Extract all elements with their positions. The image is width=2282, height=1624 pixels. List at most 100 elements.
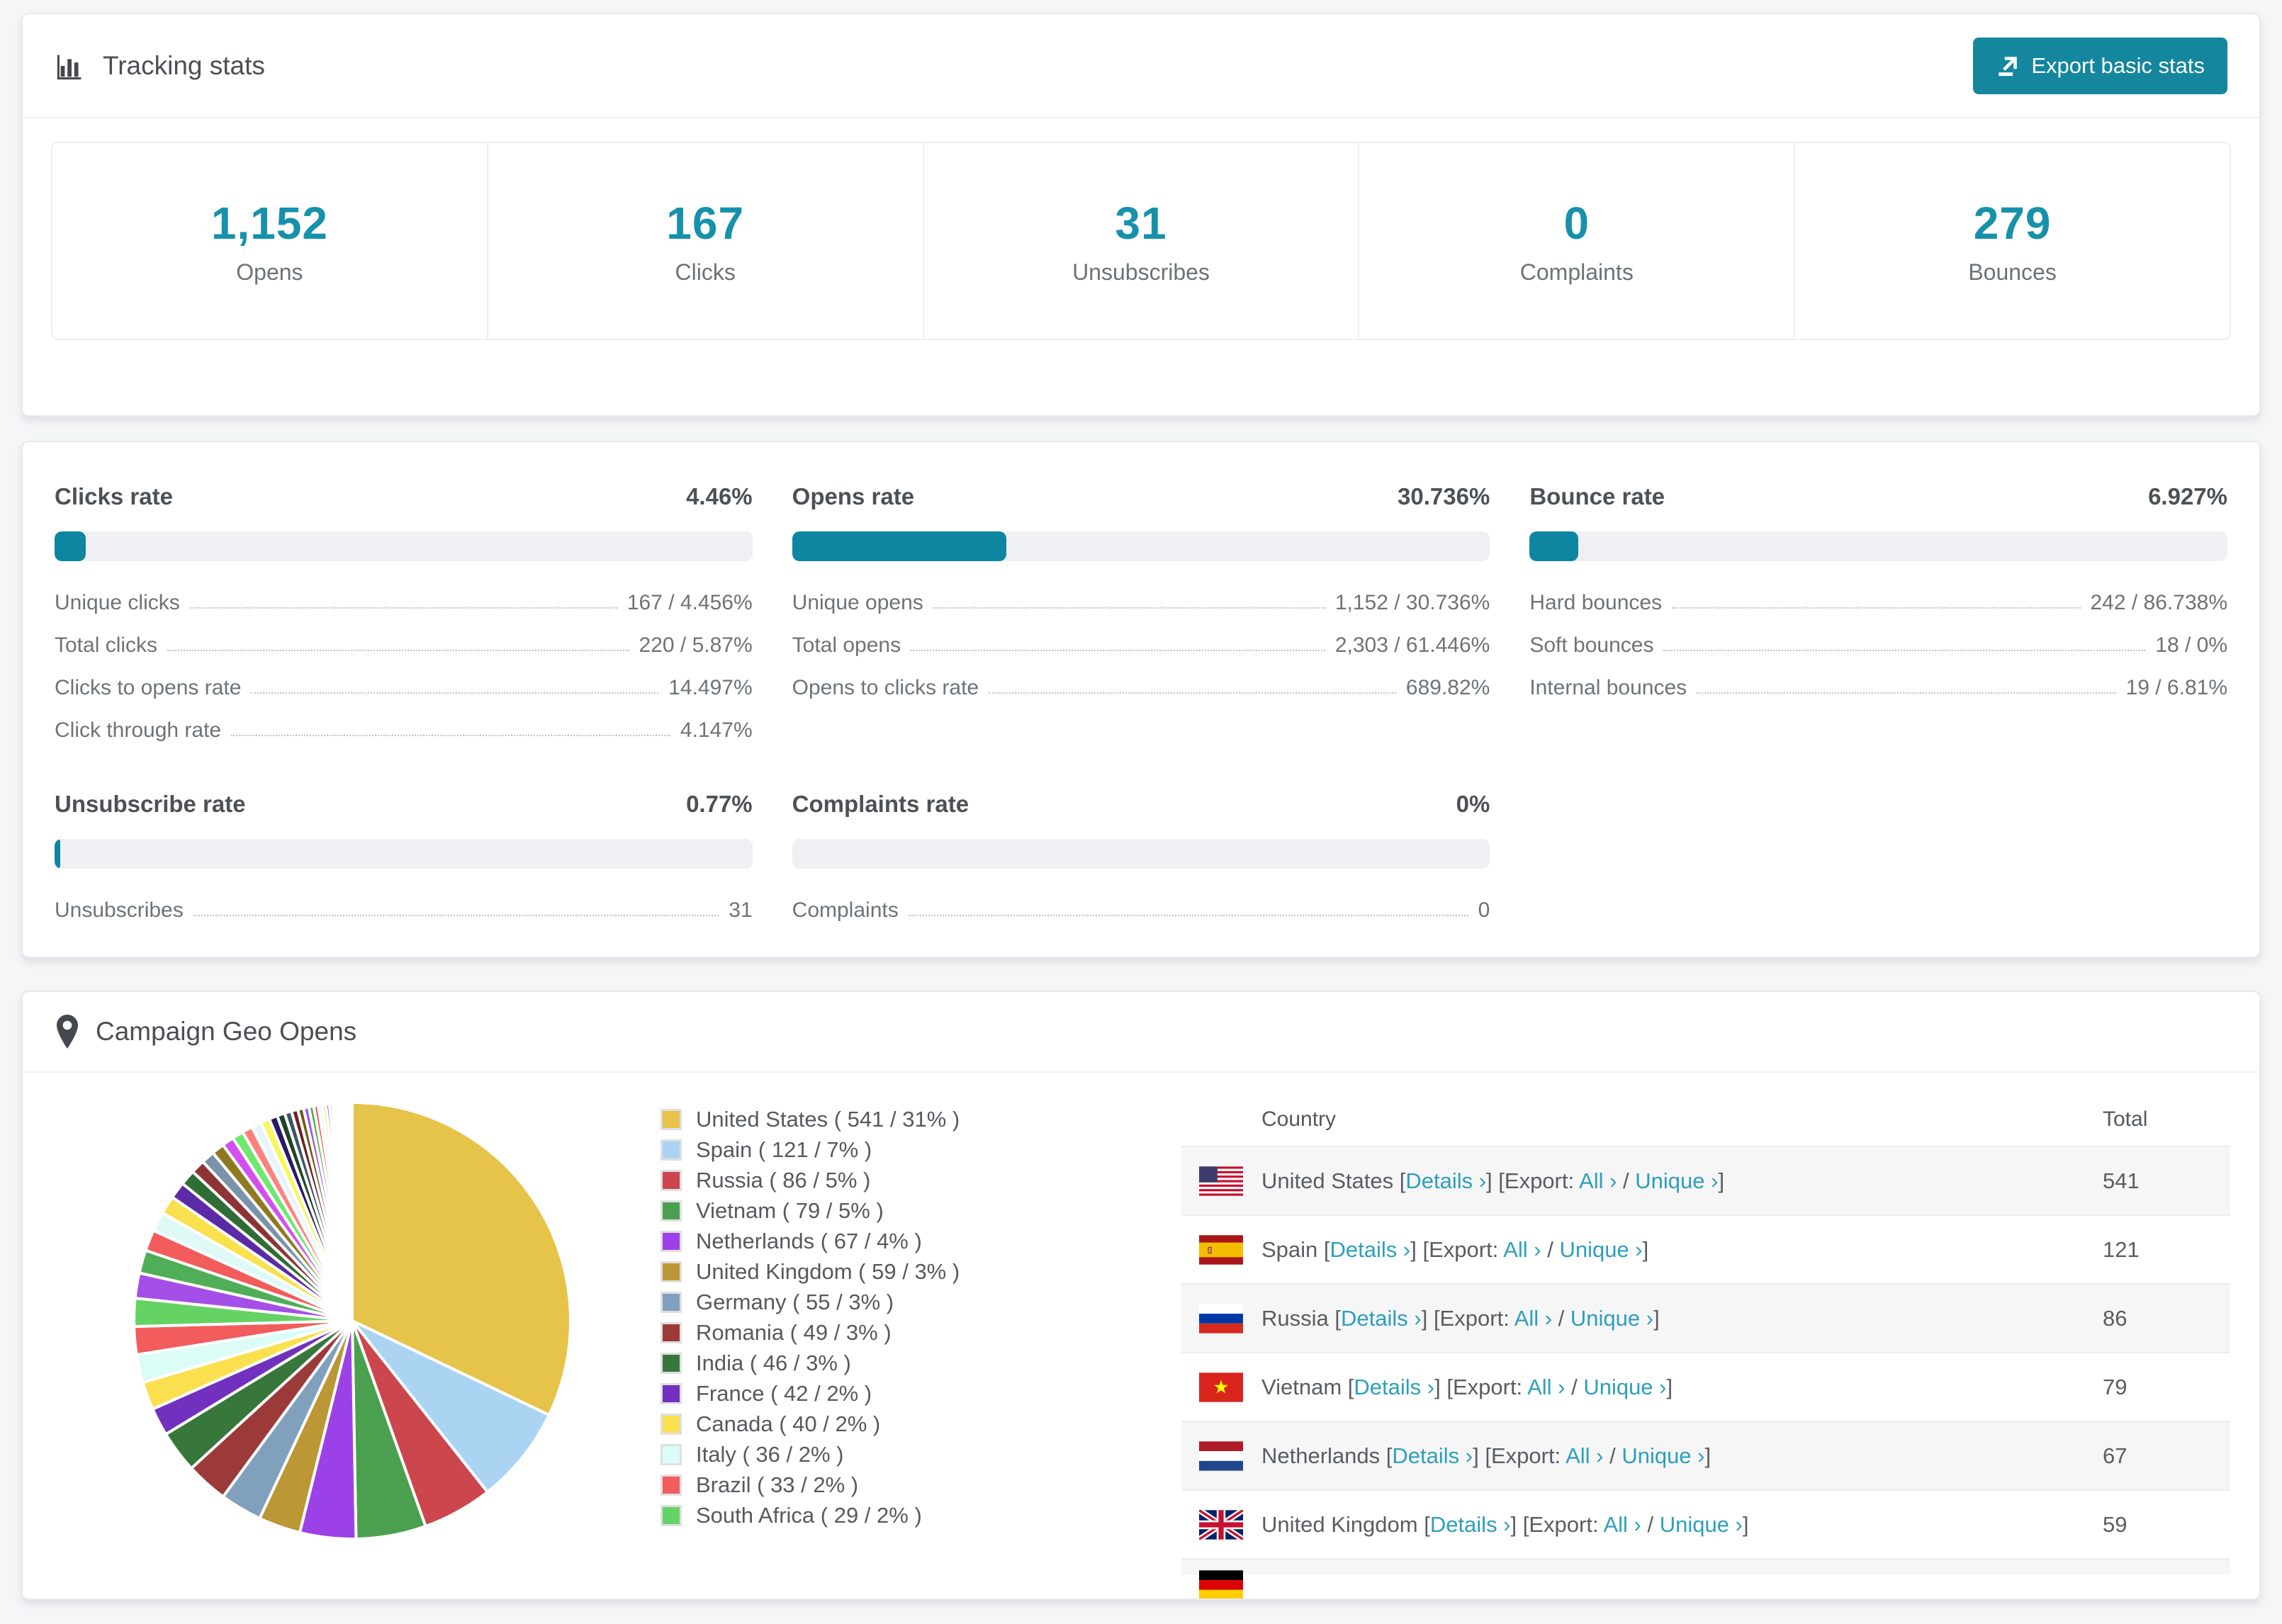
bracket: [ xyxy=(1347,1374,1354,1399)
summary-value: 1,152 xyxy=(210,197,328,249)
legend-swatch xyxy=(661,1382,682,1404)
legend-label: United States ( 541 / 31% ) xyxy=(696,1106,960,1132)
summary-label: Opens xyxy=(236,259,303,285)
pie-legend: United States ( 541 / 31% ) Spain ( 121 /… xyxy=(661,1104,960,1530)
rates-card: Clicks rate 4.46% Unique clicks 167 / 4.456… xyxy=(21,441,2261,958)
export-basic-stats-button[interactable]: Export basic stats xyxy=(1973,37,2227,94)
export-unique-link[interactable]: Unique › xyxy=(1621,1443,1705,1468)
legend-label: United Kingdom ( 59 / 3% ) xyxy=(696,1258,960,1284)
geo-title-wrap: Campaign Geo Opens xyxy=(55,1015,356,1049)
legend-item: Russia ( 86 / 5% ) xyxy=(661,1165,960,1195)
bracket: ] xyxy=(1642,1236,1649,1262)
export-all-link[interactable]: All › xyxy=(1503,1236,1541,1262)
bracket: [ xyxy=(1386,1443,1393,1468)
slash: / xyxy=(1552,1305,1570,1331)
bracket: ] xyxy=(1434,1374,1447,1399)
dotted-leader xyxy=(933,607,1325,609)
export-prefix: [Export: xyxy=(1522,1511,1604,1537)
geo-pie-chart[interactable] xyxy=(104,1073,600,1569)
export-all-link[interactable]: All › xyxy=(1579,1168,1617,1193)
bracket: [ xyxy=(1424,1511,1430,1537)
details-link[interactable]: Details › xyxy=(1354,1374,1435,1399)
rate-progress-fill xyxy=(55,531,86,561)
vn-flag-icon xyxy=(1199,1372,1243,1402)
legend-swatch xyxy=(661,1108,682,1130)
export-unique-link[interactable]: Unique › xyxy=(1583,1374,1667,1399)
dotted-leader xyxy=(908,915,1468,916)
geo-body: United States ( 541 / 31% ) Spain ( 121 /… xyxy=(23,1073,2259,1598)
country-name: Netherlands xyxy=(1261,1443,1386,1468)
summary-value: 167 xyxy=(666,197,745,249)
geo-country-cell: United Kingdom [Details ›] [Export: All … xyxy=(1261,1512,1749,1538)
dotted-leader xyxy=(1672,607,2081,609)
geo-country-cell: Vietnam [Details ›] [Export: All › / Uni… xyxy=(1261,1375,1673,1400)
rate-head: Complaints rate 0% xyxy=(792,791,1490,818)
geo-country-cell: Spain [Details ›] [Export: All › / Uniqu… xyxy=(1261,1237,1648,1263)
legend-item: United Kingdom ( 59 / 3% ) xyxy=(661,1256,960,1287)
geo-opens-card: Campaign Geo Opens United States ( 541 /… xyxy=(21,991,2261,1600)
summary-cell-clicks: 167 Clicks xyxy=(486,143,923,339)
slash: / xyxy=(1541,1236,1560,1262)
rate-title: Complaints rate xyxy=(792,791,969,817)
details-link[interactable]: Details › xyxy=(1330,1236,1411,1262)
rate-row-value: 18 / 0% xyxy=(2155,633,2227,657)
rate-progress-bar xyxy=(792,839,1490,869)
rate-rows: Unique clicks 167 / 4.456% Total clicks 220… xyxy=(55,591,753,743)
legend-swatch xyxy=(661,1139,682,1161)
country-name: Vietnam xyxy=(1261,1374,1348,1399)
slash: / xyxy=(1617,1168,1636,1193)
rate-head: Opens rate 30.736% xyxy=(792,483,1490,510)
export-prefix: [Export: xyxy=(1485,1443,1566,1468)
export-unique-link[interactable]: Unique › xyxy=(1659,1511,1743,1537)
dotted-leader xyxy=(911,650,1325,651)
geo-header: Campaign Geo Opens xyxy=(23,992,2259,1073)
rate-block-bounce-rate: Bounce rate 6.927% Hard bounces 242 / 86.73… xyxy=(1529,483,2227,743)
export-unique-link[interactable]: Unique › xyxy=(1559,1236,1643,1262)
export-all-link[interactable]: All › xyxy=(1527,1374,1566,1399)
export-unique-link[interactable]: Unique › xyxy=(1570,1305,1654,1331)
rate-row-label: Total clicks xyxy=(55,633,158,657)
rate-row: Total clicks 220 / 5.87% xyxy=(55,633,753,658)
details-link[interactable]: Details › xyxy=(1405,1168,1487,1193)
export-all-link[interactable]: All › xyxy=(1514,1305,1553,1331)
rate-row: Unsubscribes 31 xyxy=(55,898,753,923)
rate-title: Unsubscribe rate xyxy=(55,791,246,817)
export-all-link[interactable]: All › xyxy=(1566,1443,1604,1468)
rate-block-clicks-rate: Clicks rate 4.46% Unique clicks 167 / 4.456… xyxy=(55,483,753,743)
details-link[interactable]: Details › xyxy=(1429,1511,1511,1537)
rate-row: Internal bounces 19 / 6.81% xyxy=(1529,676,2227,700)
rate-head: Bounce rate 6.927% xyxy=(1529,483,2227,510)
pie-slice[interactable] xyxy=(351,1100,572,1417)
rate-row-label: Opens to clicks rate xyxy=(792,676,979,699)
export-all-link[interactable]: All › xyxy=(1603,1511,1641,1537)
ru-flag-icon xyxy=(1199,1303,1243,1333)
geo-title: Campaign Geo Opens xyxy=(96,1017,357,1046)
tracking-stats-header: Tracking stats Export basic stats xyxy=(23,14,2259,118)
legend-label: Russia ( 86 / 5% ) xyxy=(696,1167,871,1192)
legend-label: Spain ( 121 / 7% ) xyxy=(696,1137,872,1162)
geo-table: Country Total United States [Details ›] … xyxy=(1181,1093,2230,1598)
rate-row-label: Unique clicks xyxy=(55,591,180,614)
legend-label: Netherlands ( 67 / 4% ) xyxy=(696,1228,922,1253)
legend-item: Spain ( 121 / 7% ) xyxy=(661,1134,960,1165)
rate-row: Click through rate 4.147% xyxy=(55,718,753,743)
geo-table-row: Netherlands [Details ›] [Export: All › /… xyxy=(1181,1421,2230,1489)
export-unique-link[interactable]: Unique › xyxy=(1635,1168,1719,1193)
dotted-leader xyxy=(989,692,1396,694)
details-link[interactable]: Details › xyxy=(1341,1305,1422,1331)
rate-row: Unique clicks 167 / 4.456% xyxy=(55,591,753,615)
pie-slice[interactable] xyxy=(351,1319,551,1494)
rates-grid: Clicks rate 4.46% Unique clicks 167 / 4.456… xyxy=(55,483,2227,923)
details-link[interactable]: Details › xyxy=(1392,1443,1473,1468)
summary-value: 0 xyxy=(1563,197,1590,249)
legend-swatch xyxy=(661,1230,682,1252)
legend-swatch xyxy=(661,1291,682,1313)
legend-label: Brazil ( 33 / 2% ) xyxy=(696,1472,859,1497)
geo-total-cell: 79 xyxy=(2103,1374,2128,1399)
rate-value: 6.927% xyxy=(2148,483,2227,509)
geo-table-row: Spain [Details ›] [Export: All › / Uniqu… xyxy=(1181,1214,2230,1283)
rate-title: Bounce rate xyxy=(1529,483,1665,509)
bracket: [ xyxy=(1334,1305,1341,1331)
rate-block-complaints-rate: Complaints rate 0% Complaints 0 xyxy=(792,791,1490,923)
